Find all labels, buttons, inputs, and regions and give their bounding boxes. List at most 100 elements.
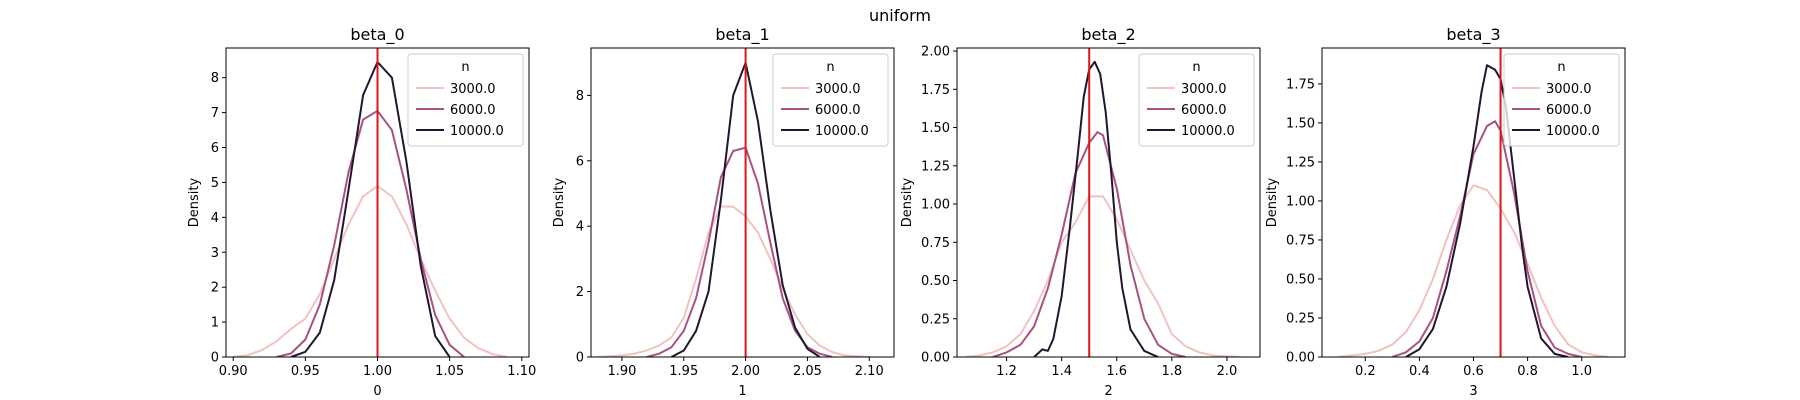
y-tick-label: 0.75 [1286, 233, 1315, 248]
y-tick-label: 6 [211, 141, 219, 156]
y-tick-label: 3 [211, 246, 219, 261]
legend-box [1138, 53, 1255, 147]
density-line-3000.0 [597, 205, 870, 357]
density-line-3000.0 [1338, 184, 1609, 357]
legend-box [407, 53, 524, 147]
y-tick-label: 0 [576, 351, 584, 366]
density-line-6000.0 [646, 146, 833, 357]
y-tick-label: 0.00 [1286, 351, 1315, 366]
subplot-title: beta_1 [715, 25, 769, 45]
subplot-title: beta_0 [350, 25, 404, 45]
legend: n 3000.0 6000.0 10000.0 [1138, 53, 1255, 147]
legend-label: 3000.0 [815, 82, 861, 97]
subplot-title: beta_2 [1081, 25, 1135, 45]
subplots: 0.90 0.95 1.00 1.05 1.10 0 1 2 3 4 5 6 7 8 beta_0 0 Dens… [187, 25, 1626, 399]
density-line-3000.0 [233, 184, 508, 357]
density-line-6000.0 [1391, 120, 1582, 357]
x-axis-label: 1 [738, 384, 746, 399]
density-line-6000.0 [992, 131, 1186, 357]
legend-title: n [826, 60, 834, 75]
y-tick-label: 1.00 [1286, 194, 1315, 209]
legend-label: 6000.0 [450, 103, 496, 118]
x-tick-label: 1.95 [669, 364, 698, 379]
legend-label: 6000.0 [1181, 103, 1227, 118]
legend-title: n [461, 60, 469, 75]
figure-title: uniform [869, 6, 931, 25]
subplot-beta_2: 1.2 1.4 1.6 1.8 2.0 0.00 0.25 0.50 0.75 1.00 1.25 1… [900, 25, 1261, 399]
legend-label: 3000.0 [1181, 82, 1227, 97]
subplot-title: beta_3 [1446, 25, 1500, 45]
legend: n 3000.0 6000.0 10000.0 [407, 53, 524, 147]
y-tick-label: 1.75 [1286, 77, 1315, 92]
density-line-3000.0 [965, 195, 1241, 357]
y-tick-label: 7 [211, 106, 219, 121]
legend-title: n [1557, 60, 1565, 75]
x-tick-label: 1.0 [1571, 364, 1592, 379]
legend: n 3000.0 6000.0 10000.0 [1503, 53, 1620, 147]
x-tick-label: 0.90 [219, 364, 248, 379]
y-tick-label: 6 [576, 154, 584, 169]
x-tick-label: 1.8 [1162, 364, 1183, 379]
legend: n 3000.0 6000.0 10000.0 [772, 53, 889, 147]
density-line-10000.0 [1033, 60, 1159, 357]
y-tick-label: 2 [576, 285, 584, 300]
y-tick-label: 8 [576, 89, 584, 104]
y-tick-label: 0.75 [921, 236, 950, 251]
y-tick-label: 1.75 [921, 83, 950, 98]
x-tick-label: 0.8 [1517, 364, 1538, 379]
x-tick-label: 1.2 [996, 364, 1017, 379]
legend-label: 3000.0 [450, 82, 496, 97]
y-axis-label: Density [1265, 177, 1280, 227]
y-tick-label: 8 [211, 71, 219, 86]
axes-frame [590, 47, 895, 358]
legend-label: 10000.0 [815, 124, 869, 139]
y-tick-label: 0.00 [921, 351, 950, 366]
y-tick-label: 1.50 [921, 121, 950, 136]
y-axis-label: Density [552, 177, 567, 227]
x-axis-label: 0 [373, 384, 381, 399]
x-tick-label: 1.10 [507, 364, 536, 379]
x-tick-label: 2.00 [731, 364, 760, 379]
y-tick-label: 4 [211, 211, 219, 226]
y-tick-label: 5 [211, 176, 219, 191]
legend-label: 6000.0 [815, 103, 861, 118]
x-tick-label: 1.6 [1106, 364, 1127, 379]
y-tick-label: 1.25 [921, 159, 950, 174]
y-tick-label: 0.50 [1286, 272, 1315, 287]
x-tick-label: 1.4 [1051, 364, 1072, 379]
y-tick-label: 0.50 [921, 274, 950, 289]
y-tick-label: 4 [576, 220, 584, 235]
y-tick-label: 1.50 [1286, 116, 1315, 131]
legend-label: 10000.0 [1181, 124, 1235, 139]
axes-frame [956, 47, 1261, 358]
y-tick-label: 0.25 [1286, 311, 1315, 326]
x-axis-label: 2 [1104, 384, 1112, 399]
y-tick-label: 1 [211, 316, 219, 331]
density-line-6000.0 [276, 109, 465, 357]
legend-box [1503, 53, 1620, 147]
subplot-beta_3: 0.2 0.4 0.6 0.8 1.0 0.00 0.25 0.50 0.75 1.00 1.25 1… [1265, 25, 1626, 399]
x-axis-label: 3 [1469, 384, 1477, 399]
legend-label: 10000.0 [1546, 124, 1600, 139]
x-tick-label: 1.05 [435, 364, 464, 379]
x-tick-label: 2.0 [1217, 364, 1238, 379]
y-tick-label: 1.00 [921, 198, 950, 213]
legend-box [772, 53, 889, 147]
x-tick-label: 0.6 [1463, 364, 1484, 379]
y-axis-label: Density [900, 177, 915, 227]
y-tick-label: 2.00 [921, 45, 950, 60]
x-tick-label: 0.95 [291, 364, 320, 379]
x-tick-label: 0.4 [1409, 364, 1430, 379]
subplot-beta_1: 1.90 1.95 2.00 2.05 2.10 0 2 4 6 8 beta_1 1 Density n… [552, 25, 895, 399]
x-tick-label: 2.05 [793, 364, 822, 379]
y-tick-label: 1.25 [1286, 155, 1315, 170]
y-axis-label: Density [187, 177, 202, 227]
density-line-10000.0 [290, 61, 451, 357]
legend-title: n [1192, 60, 1200, 75]
x-tick-label: 0.2 [1355, 364, 1376, 379]
x-tick-label: 1.00 [363, 364, 392, 379]
subplot-beta_0: 0.90 0.95 1.00 1.05 1.10 0 1 2 3 4 5 6 7 8 beta_0 0 Dens… [187, 25, 536, 399]
density-line-10000.0 [1405, 64, 1569, 357]
x-tick-label: 1.90 [607, 364, 636, 379]
